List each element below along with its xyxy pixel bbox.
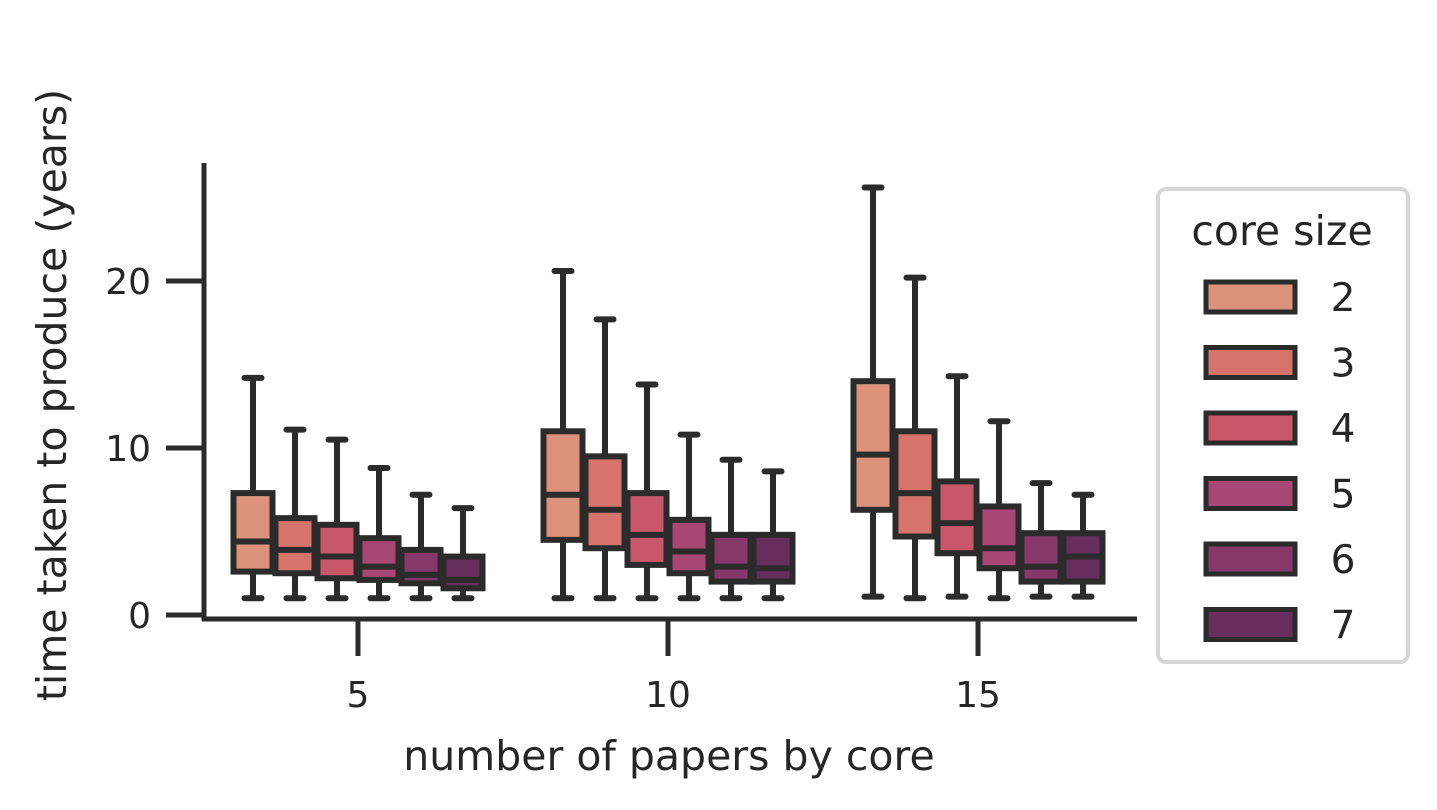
box-10-core-6 [708,456,754,602]
box-15-core-2 [850,184,896,600]
box-body [356,535,402,583]
axes: 0 10 20 5 10 15 [105,163,1137,716]
x-tick-label: 15 [955,675,1001,716]
box-body [398,546,444,587]
box-body [850,378,896,513]
box-body [314,521,360,582]
legend-item-core-2: 2 [1203,276,1356,321]
box-body [624,490,670,568]
box-10-core-7 [750,468,796,602]
box-15-core-5 [976,418,1022,602]
box-5-core-7 [440,505,486,602]
box-15-core-6 [1018,480,1064,600]
box-15-core-3 [892,274,938,602]
box-body [708,531,754,585]
legend-swatch [1203,541,1298,577]
box-body [272,515,318,577]
legend-label: 7 [1331,604,1356,649]
y-axis-label: time taken to produce (years) [28,89,76,701]
legend-label: 2 [1331,276,1356,321]
box-body [582,453,628,552]
y-tick-label: 20 [105,262,151,303]
box-10-core-2 [540,267,586,602]
legend-item-core-4: 4 [1203,407,1356,452]
legend-label: 4 [1331,407,1356,452]
box-body [440,553,486,592]
legend-title: core size [1191,207,1372,255]
x-tick-label: 5 [347,675,370,716]
box-15-core-4 [934,373,980,600]
box-5-core-6 [398,491,444,602]
box-5-core-4 [314,436,360,602]
box-15-core-7 [1060,491,1106,600]
box-10-core-4 [624,381,670,602]
y-tick-label: 0 [128,596,151,637]
box-body [750,531,796,585]
box-body [1018,530,1064,585]
legend-item-core-3: 3 [1203,342,1356,387]
legend-swatch [1203,345,1298,380]
box-body [934,478,980,557]
x-tick-label: 10 [645,675,691,716]
box-body [666,516,712,577]
y-tick-label: 10 [105,429,151,470]
box-5-core-2 [230,374,276,602]
legend-label: 5 [1331,473,1356,518]
legend-swatch [1203,476,1298,511]
legend-swatch [1203,279,1298,315]
box-body [540,428,586,543]
plot-area [230,184,1106,602]
x-axis-label: number of papers by core [403,732,934,780]
legend-item-core-6: 6 [1203,538,1356,583]
box-10-core-3 [582,316,628,602]
legend-swatch [1203,607,1298,642]
box-body [230,490,276,575]
box-5-core-5 [356,465,402,602]
box-10-core-5 [666,431,712,602]
legend-item-core-7: 7 [1203,604,1356,649]
legend-label: 3 [1331,342,1356,387]
box-body [892,428,938,540]
legend-swatch [1203,410,1298,446]
legend: core size 2 3 4 5 6 7 [1156,187,1410,664]
box-body [976,503,1022,572]
legend-label: 6 [1331,538,1356,583]
legend-item-core-5: 5 [1203,473,1356,518]
box-5-core-3 [272,426,318,602]
